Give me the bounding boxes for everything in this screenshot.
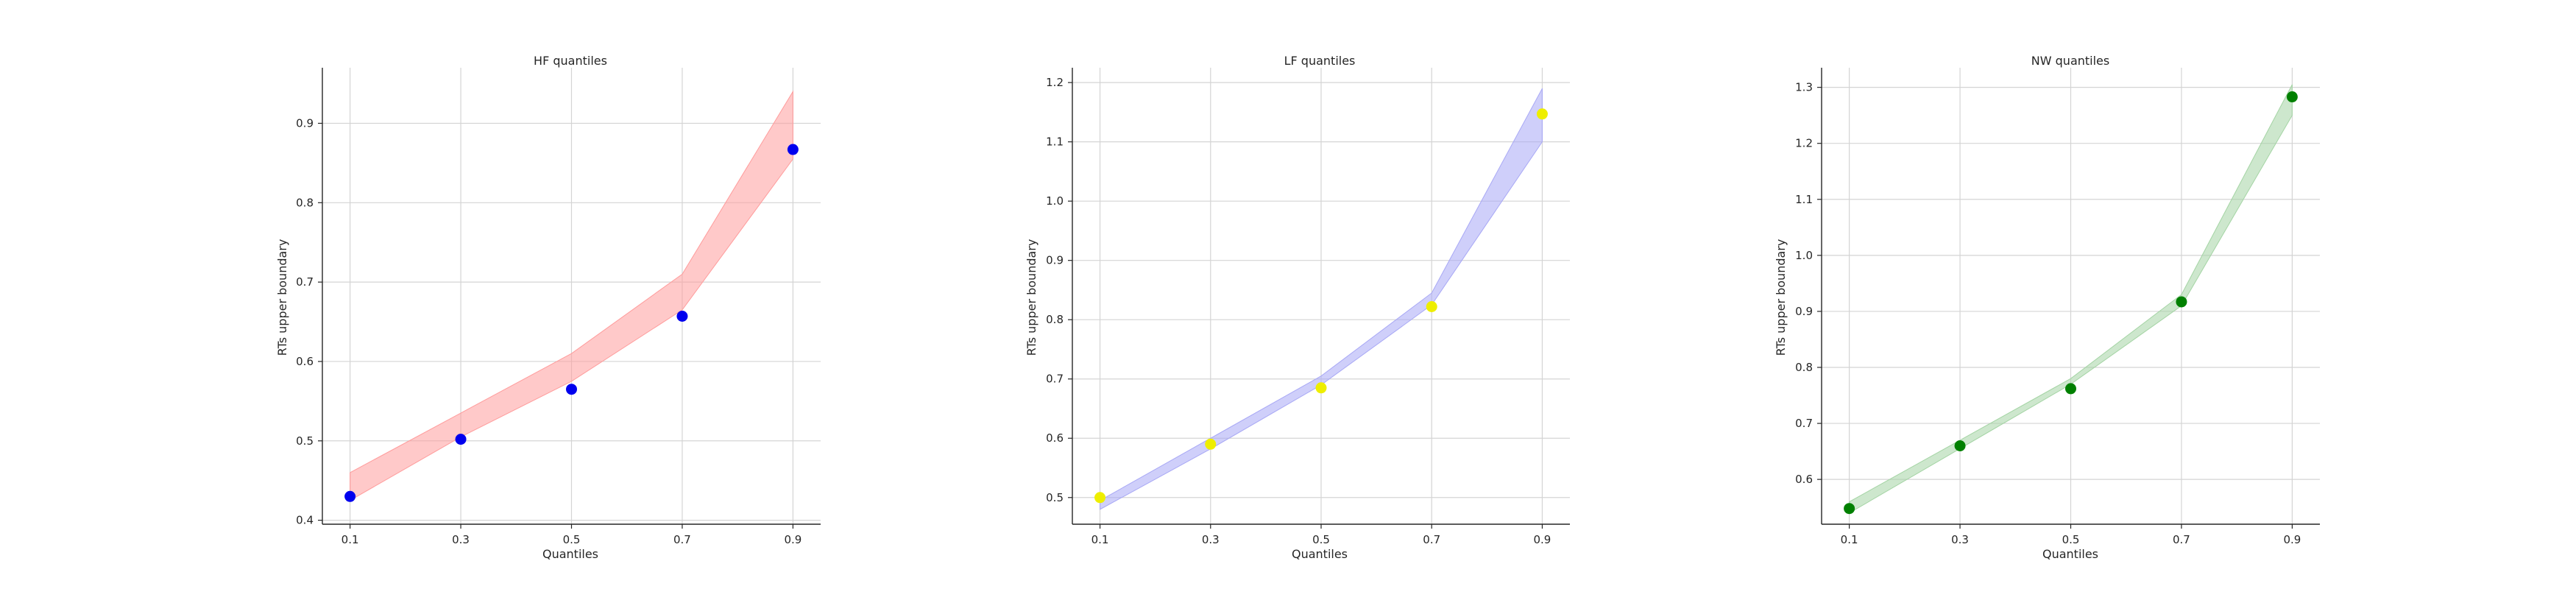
x-tick-label: 0.1 <box>342 533 359 546</box>
data-points <box>1844 91 2298 515</box>
x-axis-label: Quantiles <box>2042 547 2098 561</box>
x-axis-label: Quantiles <box>1292 547 1348 561</box>
confidence-band-layer <box>1849 84 2293 514</box>
x-tick-label: 0.7 <box>673 533 691 546</box>
chart-hf-quantiles: HF quantiles Quantiles RTs upper boundar… <box>275 54 821 561</box>
data-point <box>1954 440 1966 451</box>
x-axis-label: Quantiles <box>542 547 598 561</box>
y-tick-label: 1.0 <box>1046 194 1064 208</box>
x-tick-label: 0.5 <box>2062 533 2080 546</box>
y-tick-label: 1.2 <box>1795 137 1813 150</box>
data-point <box>1426 300 1437 312</box>
y-tick-label: 0.5 <box>1046 491 1064 504</box>
data-point <box>344 490 356 502</box>
data-point <box>1315 382 1327 394</box>
chart-lf-quantiles: LF quantiles Quantiles RTs upper boundar… <box>1025 54 1570 561</box>
y-tick-label: 0.6 <box>296 355 314 368</box>
y-tick-label: 0.8 <box>1046 313 1064 326</box>
y-tick-label: 1.0 <box>1795 249 1813 262</box>
y-tick-label: 0.8 <box>1795 361 1813 374</box>
y-tick-label: 1.3 <box>1795 81 1813 94</box>
axes: 0.1 0.3 0.5 0.7 0.9 0.4 0.5 0.6 0.7 0.8 0.9 <box>296 68 821 546</box>
y-axis-label: RTs upper boundary <box>1025 239 1038 356</box>
axes: 0.1 0.3 0.5 0.7 0.9 0.5 0.6 0.7 0.8 0.9 1.0 1.1 1.2 <box>1046 68 1570 546</box>
data-point <box>787 144 799 155</box>
gridlines <box>1072 68 1570 524</box>
chart-title: NW quantiles <box>2031 54 2109 68</box>
y-tick-label: 0.9 <box>296 116 314 130</box>
x-tick-label: 0.3 <box>1202 533 1220 546</box>
x-tick-label: 0.5 <box>563 533 581 546</box>
y-tick-label: 0.5 <box>296 434 314 448</box>
chart-nw-quantiles: NW quantiles Quantiles RTs upper boundar… <box>1774 54 2320 561</box>
y-tick-label: 0.7 <box>1046 373 1064 386</box>
data-point <box>1536 108 1548 120</box>
data-points <box>1094 108 1548 504</box>
y-tick-label: 0.8 <box>296 196 314 209</box>
x-tick-label: 0.9 <box>1534 533 1551 546</box>
data-point <box>2065 383 2076 395</box>
x-tick-label: 0.7 <box>2173 533 2190 546</box>
x-tick-label: 0.3 <box>1951 533 1969 546</box>
y-tick-label: 0.7 <box>296 275 314 289</box>
confidence-band <box>1100 88 1543 510</box>
chart-title: LF quantiles <box>1284 54 1356 68</box>
data-point <box>455 434 467 445</box>
y-tick-label: 0.6 <box>1795 473 1813 486</box>
y-tick-label: 1.1 <box>1046 135 1064 149</box>
x-tick-label: 0.5 <box>1312 533 1330 546</box>
chart-title: HF quantiles <box>534 54 607 68</box>
y-tick-label: 0.6 <box>1046 431 1064 445</box>
data-point <box>1844 503 1855 515</box>
x-tick-label: 0.3 <box>452 533 470 546</box>
axes: 0.1 0.3 0.5 0.7 0.9 0.6 0.7 0.8 0.9 1.0 1.1 1.2 1.3 <box>1795 68 2320 546</box>
confidence-band-layer <box>1100 88 1543 510</box>
y-tick-label: 0.7 <box>1795 417 1813 430</box>
confidence-band <box>1849 84 2293 514</box>
data-point <box>2286 91 2298 103</box>
data-point <box>2176 296 2187 308</box>
confidence-band-layer <box>350 90 793 501</box>
x-tick-label: 0.7 <box>1423 533 1440 546</box>
data-point <box>1094 492 1106 504</box>
y-axis-label: RTs upper boundary <box>1774 239 1788 356</box>
y-tick-label: 1.2 <box>1046 76 1064 89</box>
data-point <box>676 310 688 322</box>
x-tick-label: 0.9 <box>784 533 802 546</box>
confidence-band <box>350 90 793 501</box>
x-tick-label: 0.1 <box>1091 533 1109 546</box>
data-point <box>1205 438 1217 450</box>
y-tick-label: 0.9 <box>1795 305 1813 318</box>
data-points <box>344 144 799 502</box>
y-axis-label: RTs upper boundary <box>275 239 289 356</box>
data-point <box>566 384 577 395</box>
x-tick-label: 0.1 <box>1841 533 1858 546</box>
x-tick-label: 0.9 <box>2283 533 2301 546</box>
y-tick-label: 1.1 <box>1795 193 1813 206</box>
y-tick-label: 0.4 <box>296 514 314 527</box>
gridlines <box>1822 68 2320 524</box>
y-tick-label: 0.9 <box>1046 254 1064 267</box>
